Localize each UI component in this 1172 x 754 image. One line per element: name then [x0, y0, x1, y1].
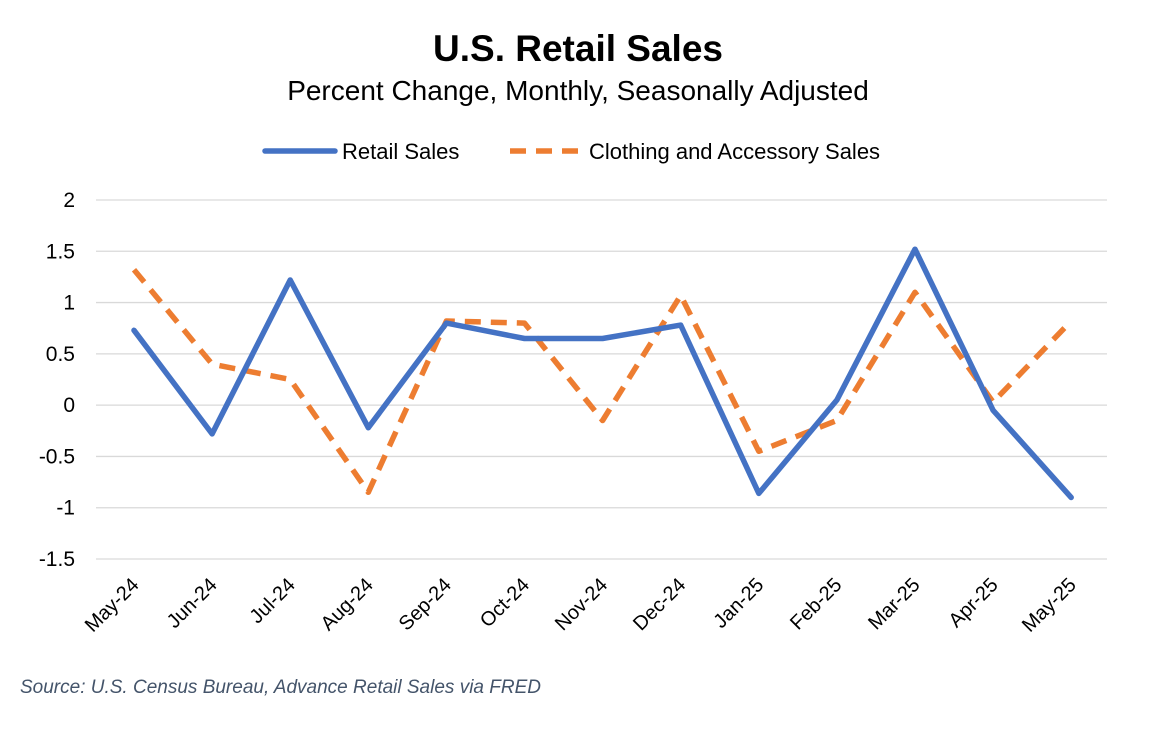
- y-tick-label: 0.5: [46, 343, 75, 366]
- gridlines: [96, 199, 1107, 560]
- series-lines: [131, 246, 1074, 501]
- y-tick-label: 1.5: [46, 240, 75, 263]
- x-tick-label: Jan-25: [710, 574, 769, 633]
- x-tick-label: Oct-24: [476, 574, 534, 632]
- chart-title: U.S. Retail Sales: [433, 28, 723, 69]
- x-axis-tick-labels: May-24 Jun-24 Jul-24 Aug-24 Sep-24 Oct-24 Nov-…: [81, 574, 1081, 637]
- y-tick-label: -1.5: [39, 548, 75, 571]
- retail-sales-line: [131, 246, 1074, 501]
- y-tick-label: 1: [63, 292, 75, 315]
- x-tick-label: Jul-24: [246, 574, 300, 628]
- y-axis-tick-labels: 2 1.5 1 0.5 0 -0.5 -1 -1.5: [39, 189, 75, 571]
- y-tick-label: 2: [63, 189, 75, 212]
- y-tick-label: -1: [56, 497, 75, 520]
- y-tick-label: 0: [63, 394, 75, 417]
- x-tick-label: Sep-24: [395, 574, 456, 635]
- line-chart: 2 1.5 1 0.5 0 -0.5 -1 -1.5 May-24 Jun-24 Jul-24 Au…: [39, 139, 1107, 637]
- x-tick-label: Feb-25: [786, 574, 846, 634]
- source-note: Source: U.S. Census Bureau, Advance Reta…: [20, 677, 541, 698]
- x-tick-label: Nov-24: [551, 574, 612, 635]
- x-tick-label: Aug-24: [317, 574, 378, 635]
- y-tick-label: -0.5: [39, 445, 75, 468]
- legend: Retail Sales Clothing and Accessory Sales: [262, 139, 880, 164]
- legend-label-clothing-accessory-sales: Clothing and Accessory Sales: [589, 139, 880, 164]
- x-tick-label: Jun-24: [163, 574, 222, 633]
- x-tick-label: May-24: [81, 574, 144, 637]
- x-tick-label: Apr-25: [945, 574, 1003, 632]
- x-tick-label: Mar-25: [864, 574, 924, 634]
- legend-label-retail-sales: Retail Sales: [342, 139, 459, 164]
- x-tick-label: May-25: [1018, 574, 1081, 637]
- chart-subtitle: Percent Change, Monthly, Seasonally Adju…: [287, 75, 869, 106]
- x-tick-label: Dec-24: [629, 574, 690, 635]
- clothing-accessory-sales-line: [131, 267, 1074, 496]
